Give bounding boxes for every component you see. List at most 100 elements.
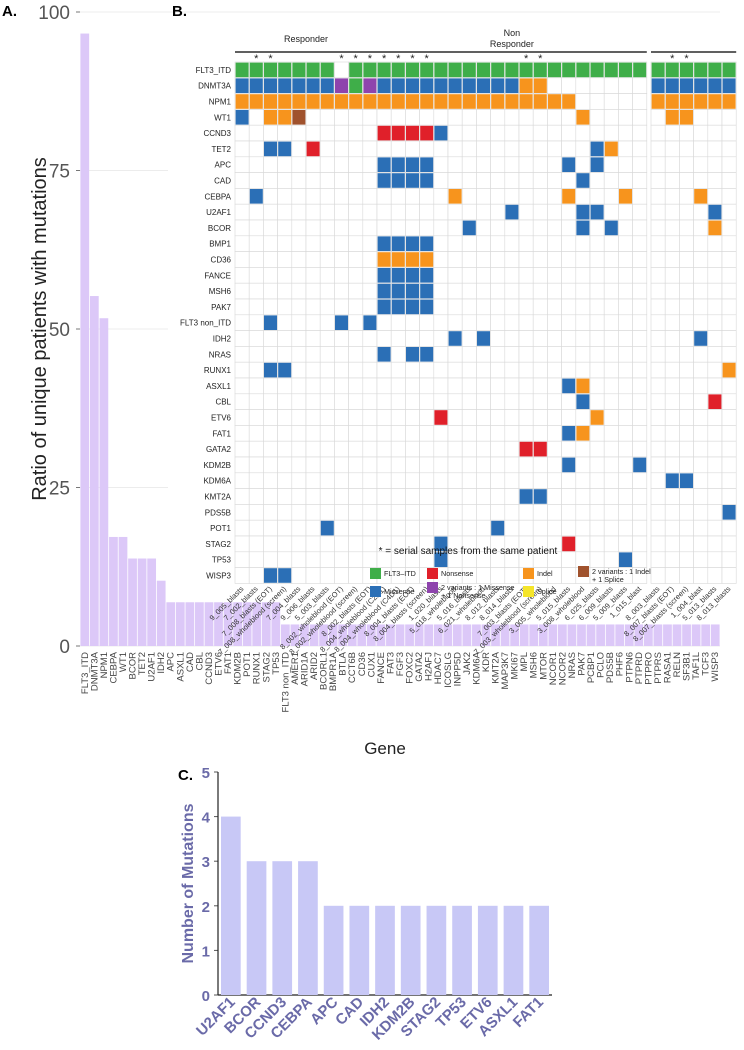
heatmap-cell-empty <box>461 188 477 205</box>
heatmap-cell-empty <box>305 267 321 284</box>
heatmap-cell-empty <box>561 109 577 126</box>
heatmap-cell-mutation <box>406 283 419 299</box>
heatmap-cell-empty <box>433 519 449 537</box>
heatmap-cell-empty <box>362 488 378 505</box>
heatmap-cell-empty <box>291 535 307 553</box>
heatmap-cell-empty <box>618 488 633 505</box>
x-tick-label: U2AF1 <box>147 652 158 682</box>
heatmap-cell-mutation <box>519 62 533 78</box>
heatmap-cell-empty <box>305 456 321 474</box>
heatmap-cell-empty <box>532 456 548 474</box>
heatmap-cell-empty <box>291 361 307 379</box>
heatmap-cell-empty <box>693 488 709 505</box>
heatmap-cell-empty <box>248 535 264 553</box>
bar <box>349 905 370 995</box>
heatmap-cell-empty <box>376 456 392 474</box>
heatmap-cell-empty <box>476 409 491 426</box>
heatmap-cell-empty <box>291 235 307 252</box>
heatmap-cell-empty <box>362 393 378 410</box>
heatmap-cell-empty <box>348 472 364 489</box>
x-tick-label: PAK7 <box>576 652 587 676</box>
bar <box>156 580 166 646</box>
x-tick-label: APC <box>307 994 342 1029</box>
heatmap-cell-empty <box>263 519 278 537</box>
heatmap-cell-mutation <box>406 236 419 251</box>
heatmap-cell-empty <box>305 409 321 426</box>
heatmap-cell-empty <box>561 551 577 568</box>
bar <box>338 624 348 646</box>
heatmap-cell-mutation <box>391 252 405 267</box>
x-tick-label: NPM1 <box>99 652 110 678</box>
heatmap-cell-mutation <box>651 62 665 78</box>
heatmap-cell-empty <box>547 346 562 363</box>
heatmap-cell-empty <box>575 504 591 521</box>
heatmap-cell-empty <box>291 251 307 268</box>
heatmap-cell-empty <box>248 156 264 173</box>
heatmap-cell-empty <box>348 346 364 363</box>
heatmap-cell-mutation <box>420 236 434 251</box>
heatmap-cell-empty <box>532 361 548 379</box>
heatmap-cell-empty <box>632 172 648 189</box>
heatmap-cell-empty <box>532 267 548 284</box>
y-tick-label: 25 <box>49 479 70 500</box>
heatmap-cell-empty <box>305 188 321 205</box>
heatmap-cell-empty <box>650 188 666 205</box>
heatmap-cell-empty <box>707 282 723 300</box>
heatmap-cell-mutation <box>420 252 434 267</box>
heatmap-cell-empty <box>504 140 520 158</box>
bar <box>586 624 596 646</box>
heatmap-cell-mutation <box>420 347 434 362</box>
heatmap-cell-empty <box>603 346 619 363</box>
heatmap-cell-empty <box>632 551 648 568</box>
serial-sample-star: * <box>538 53 543 65</box>
heatmap-cell-empty <box>490 456 506 474</box>
bar <box>653 624 663 646</box>
heatmap-cell-empty <box>277 314 293 331</box>
gene-label: CD36 <box>211 256 232 265</box>
heatmap-cell-empty <box>547 109 562 126</box>
heatmap-cell-empty <box>490 361 506 379</box>
heatmap-cell-empty <box>405 140 420 158</box>
heatmap-cell-mutation <box>406 157 419 172</box>
heatmap-cell-mutation <box>576 394 590 409</box>
x-tick-label: FOXC2 <box>405 652 416 684</box>
heatmap-cell-empty <box>405 519 420 537</box>
heatmap-cell-empty <box>693 267 709 284</box>
heatmap-cell-empty <box>447 472 463 489</box>
heatmap-cell-mutation <box>434 62 448 78</box>
heatmap-cell-empty <box>277 551 293 568</box>
x-tick-label: PCBP1 <box>586 652 597 683</box>
heatmap-cell-empty <box>405 203 420 221</box>
heatmap-cell-empty <box>419 377 435 395</box>
heatmap-cell-mutation <box>377 62 391 78</box>
heatmap-cell-empty <box>291 219 307 237</box>
x-tick-label: MSH6 <box>529 652 540 678</box>
heatmap-cell-empty <box>603 203 619 221</box>
heatmap-cell-empty <box>490 425 506 442</box>
heatmap-cell-mutation <box>420 268 434 283</box>
heatmap-cell-empty <box>376 188 392 205</box>
heatmap-cell-empty <box>618 172 633 189</box>
heatmap-cell-empty <box>532 346 548 363</box>
heatmap-cell-empty <box>664 156 680 173</box>
heatmap-cell-empty <box>664 567 680 584</box>
heatmap-cell-empty <box>390 409 406 426</box>
heatmap-cell-empty <box>291 519 307 537</box>
heatmap-cell-empty <box>664 251 680 268</box>
heatmap-cell-empty <box>476 282 491 300</box>
heatmap-cell-empty <box>561 172 577 189</box>
heatmap-cell-empty <box>650 156 666 173</box>
gene-label: ETV6 <box>211 414 232 423</box>
heatmap-cell-empty <box>603 298 619 316</box>
heatmap-cell-empty <box>248 203 264 221</box>
heatmap-cell-empty <box>433 393 449 410</box>
heatmap-cell-empty <box>433 346 449 363</box>
heatmap-cell-empty <box>693 156 709 173</box>
heatmap-cell-mutation <box>235 110 249 125</box>
heatmap-cell-empty <box>305 535 321 553</box>
heatmap-cell-empty <box>348 456 364 474</box>
heatmap-cell-empty <box>632 140 648 158</box>
heatmap-cell-empty <box>632 409 648 426</box>
bar <box>109 536 118 646</box>
gene-label: FLT3 non_ITD <box>180 319 231 328</box>
